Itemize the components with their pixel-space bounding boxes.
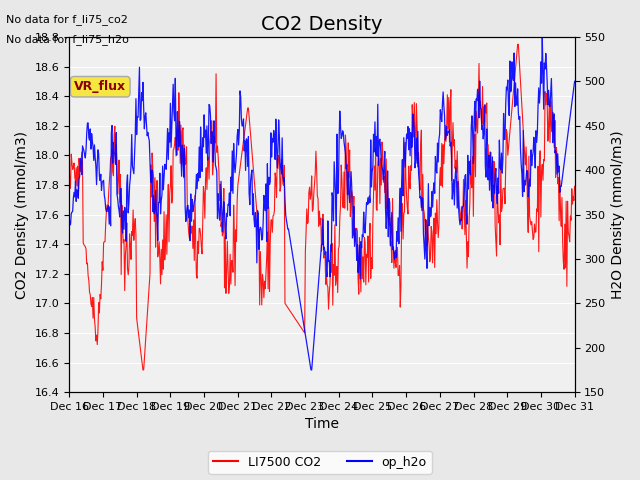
Y-axis label: CO2 Density (mmol/m3): CO2 Density (mmol/m3) xyxy=(15,131,29,299)
Text: VR_flux: VR_flux xyxy=(74,80,126,93)
Legend: LI7500 CO2, op_h2o: LI7500 CO2, op_h2o xyxy=(209,451,431,474)
Title: CO2 Density: CO2 Density xyxy=(261,15,383,34)
Y-axis label: H2O Density (mmol/m3): H2O Density (mmol/m3) xyxy=(611,130,625,299)
Text: No data for f_li75_h2o: No data for f_li75_h2o xyxy=(6,34,129,45)
X-axis label: Time: Time xyxy=(305,418,339,432)
Text: No data for f_li75_co2: No data for f_li75_co2 xyxy=(6,14,128,25)
